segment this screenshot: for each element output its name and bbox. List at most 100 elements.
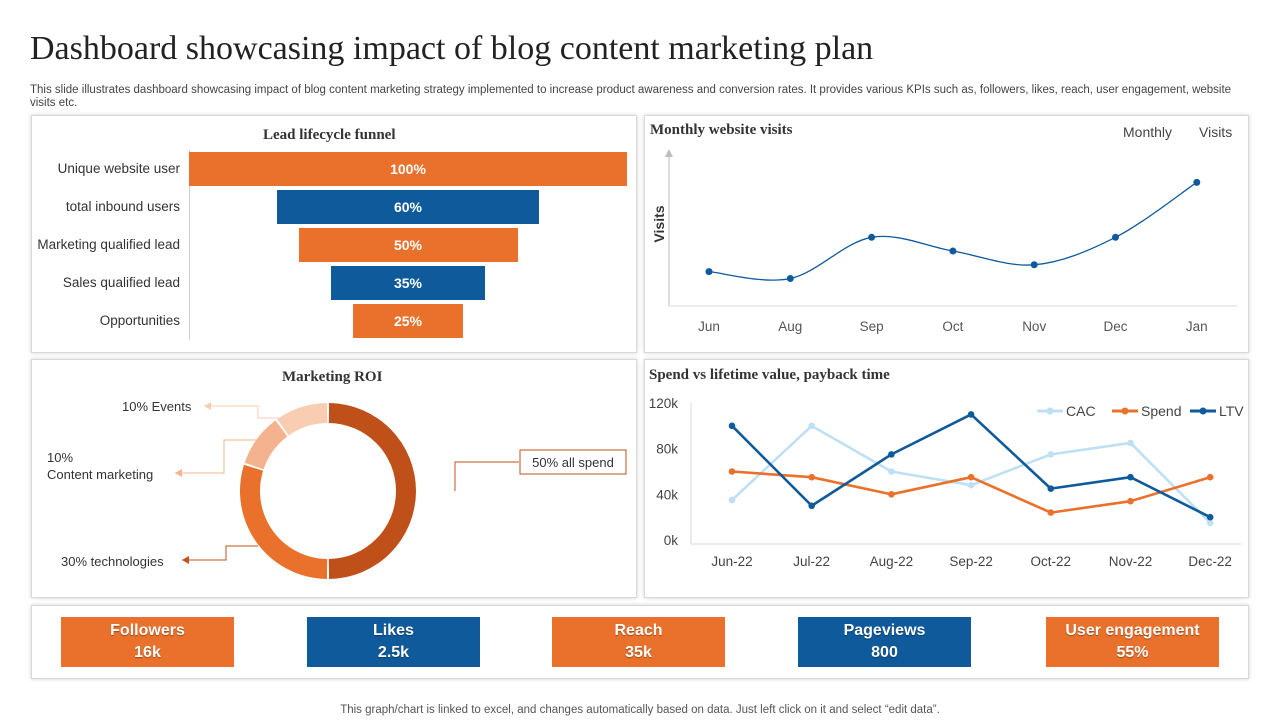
visits-point[interactable] [705, 268, 713, 276]
donut-slice[interactable] [277, 403, 328, 436]
x-tick-label: Sep-22 [949, 554, 993, 569]
legend-marker [1121, 407, 1129, 415]
series-point[interactable] [728, 468, 736, 475]
series-point[interactable] [967, 473, 975, 481]
label-content-percent: 10% [47, 450, 73, 465]
series-point[interactable] [1206, 473, 1214, 481]
marketing-roi-panel[interactable]: Marketing ROI 50% all spend 30% technolog… [31, 359, 637, 598]
visits-line[interactable] [708, 181, 1198, 281]
visits-point[interactable] [786, 275, 794, 283]
series-point[interactable] [808, 422, 815, 430]
series-point[interactable] [1127, 497, 1134, 505]
spend-ltv-panel[interactable]: Spend vs lifetime value, payback time 0k… [644, 359, 1249, 598]
x-tick-label: Nov-22 [1109, 554, 1153, 569]
series-point[interactable] [1127, 439, 1134, 447]
funnel-bar[interactable]: 25% [353, 304, 463, 338]
funnel-category-label: total inbound users [65, 199, 180, 214]
x-tick-label: Dec-22 [1188, 554, 1232, 569]
series-point[interactable] [967, 481, 975, 489]
series-point[interactable] [888, 451, 895, 458]
x-tick-label: Jun [698, 319, 720, 334]
funnel-bar[interactable]: 35% [331, 266, 485, 300]
x-tick-label: Aug [778, 319, 802, 334]
label-technologies: 30% technologies [61, 554, 164, 569]
series-point[interactable] [1206, 513, 1214, 521]
series-point[interactable] [888, 491, 895, 498]
visits-point[interactable] [1193, 178, 1201, 186]
y-tick-label: 80k [656, 442, 678, 457]
legend-label: LTV [1219, 403, 1244, 419]
funnel-bar[interactable]: 60% [276, 190, 540, 224]
x-tick-label: Aug-22 [870, 554, 914, 569]
kpi-likes-label: Likes [373, 622, 414, 639]
kpi-reach-label: Reach [614, 622, 663, 639]
funnel-category-label: Opportunities [99, 313, 180, 328]
kpi-panel: Followers 16k Likes 2.5k Reach 35k Pagev… [31, 605, 1249, 679]
x-tick-label: Jan [1186, 319, 1208, 334]
x-tick-label: Dec [1103, 319, 1127, 334]
series-point[interactable] [967, 411, 975, 418]
y-tick-label: 0k [664, 533, 679, 548]
series-point[interactable] [728, 422, 736, 430]
x-tick-label: Jun-22 [711, 554, 752, 569]
legend-label: CAC [1066, 403, 1096, 419]
x-tick-label: Oct-22 [1031, 554, 1072, 569]
lead-funnel-panel[interactable]: Lead lifecycle funnel Unique website use… [31, 115, 637, 353]
kpi-user-engagement-value: 55% [1116, 644, 1149, 661]
series-point[interactable] [1047, 509, 1055, 516]
series-point[interactable] [888, 468, 895, 475]
label-events: 10% Events [122, 399, 192, 414]
spend-ltv-chart[interactable]: 0k 40k 80k 120k Jun-22 Jul-22 Aug-22 Sep-22 Oct-… [645, 360, 1250, 599]
funnel-axis [189, 150, 190, 340]
visits-point[interactable] [868, 233, 876, 241]
kpi-followers-label: Followers [110, 622, 185, 639]
series-point[interactable] [808, 502, 815, 510]
legend-monthly: Monthly [1123, 124, 1172, 140]
leader-line-content [175, 439, 260, 474]
funnel-bar[interactable]: 100% [189, 152, 627, 186]
kpi-reach-value: 35k [625, 644, 652, 661]
spend-ltv-title: Spend vs lifetime value, payback time [649, 367, 890, 383]
kpi-user-engagement[interactable]: User engagement 55% [1046, 617, 1219, 667]
monthly-visits-chart[interactable]: Visits Monthly Visits Jun Aug Sep Oct Nov Dec Jan [645, 116, 1250, 354]
x-tick-label: Sep [860, 319, 884, 334]
visits-point[interactable] [1030, 261, 1038, 269]
leader-arrow-events [204, 402, 211, 410]
visits-point[interactable] [949, 247, 957, 255]
leader-line-technologies [182, 545, 258, 561]
kpi-reach[interactable]: Reach 35k [552, 617, 725, 667]
y-tick-label: 40k [656, 487, 678, 502]
kpi-pageviews[interactable]: Pageviews 800 [798, 617, 971, 667]
marketing-roi-title: Marketing ROI [282, 369, 383, 385]
series-point[interactable] [728, 496, 736, 504]
series-point[interactable] [808, 473, 815, 481]
leader-line-all-spend [454, 461, 519, 491]
y-axis-label: Visits [651, 205, 667, 242]
series-point[interactable] [1047, 451, 1055, 458]
series-point[interactable] [1047, 485, 1055, 492]
series-point[interactable] [1127, 473, 1134, 481]
legend-marker [1046, 407, 1054, 415]
monthly-visits-panel[interactable]: Monthly website visits Visits Monthly Visi… [644, 115, 1249, 353]
funnel-category-label: Marketing qualified lead [37, 237, 180, 252]
donut-slice[interactable] [328, 403, 417, 579]
donut-slice[interactable] [244, 420, 288, 470]
series-line[interactable] [731, 413, 1211, 519]
donut-slice[interactable] [240, 464, 328, 579]
kpi-followers[interactable]: Followers 16k [61, 617, 234, 667]
label-all-spend: 50% all spend [532, 455, 614, 470]
lead-funnel-title: Lead lifecycle funnel [263, 127, 396, 143]
page-description: This slide illustrates dashboard showcas… [30, 84, 1232, 109]
kpi-user-engagement-label: User engagement [1065, 622, 1200, 639]
series-point[interactable] [1206, 519, 1214, 527]
y-tick-label: 120k [649, 396, 679, 411]
visits-point[interactable] [1112, 233, 1119, 241]
legend-label: Spend [1141, 403, 1181, 419]
marketing-roi-chart[interactable]: 50% all spend 30% technologies 10% Content … [32, 360, 638, 599]
kpi-pageviews-value: 800 [871, 644, 898, 661]
leader-line-events [204, 405, 294, 419]
kpi-likes[interactable]: Likes 2.5k [307, 617, 480, 667]
funnel-category-label: Unique website user [57, 161, 180, 176]
x-tick-label: Nov [1022, 319, 1046, 334]
funnel-bar[interactable]: 50% [298, 228, 518, 262]
